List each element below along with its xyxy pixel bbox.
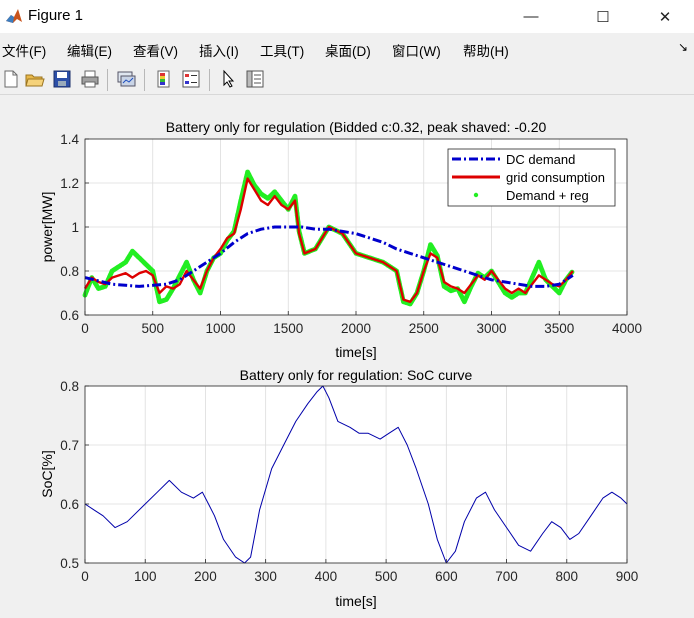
menu-tools[interactable]: 工具(T)	[260, 44, 305, 59]
figure-canvas: 0 500 1000 1500 2000 2500 3000 3500 4000 0.6 0.8 1 1…	[0, 96, 694, 613]
power-y-tick-label: 0.6	[60, 308, 79, 323]
soc-x-axis-label: time[s]	[335, 593, 376, 609]
power-x-tick-label: 500	[141, 321, 164, 336]
matlab-logo-icon	[6, 9, 22, 23]
dock-arrow-icon[interactable]: ↘	[677, 40, 688, 54]
soc-x-tick-label: 100	[134, 569, 157, 584]
power-x-tick-label: 2500	[409, 321, 439, 336]
soc-x-tick-label: 300	[254, 569, 277, 584]
link-plot-icon[interactable]	[116, 69, 136, 89]
soc-ticks: 0 100 200 300 400 500 600 700 800 900 0.5 0.6 0.7 0.8	[60, 379, 638, 584]
power-chart-title: Battery only for regulation (Bidded c:0.…	[166, 119, 547, 135]
legend-swatch-demand-reg	[473, 192, 479, 198]
series-dc-demand-line	[84, 225, 574, 288]
maximize-button[interactable]: ☐	[596, 8, 610, 26]
power-legend[interactable]: DC demand grid consumption Demand + reg	[447, 148, 616, 207]
minimize-button[interactable]: —	[523, 8, 539, 25]
toolbar-separator	[144, 69, 145, 91]
toolbar-separator	[107, 69, 108, 91]
new-figure-icon[interactable]	[1, 69, 21, 89]
menu-view[interactable]: 查看(V)	[133, 44, 178, 59]
toolbar-separator	[209, 69, 210, 91]
soc-plot-area	[85, 386, 627, 563]
power-y-tick-label: 0.8	[60, 264, 79, 279]
power-axes[interactable]: 0 500 1000 1500 2000 2500 3000 3500 4000 0.6 0.8 1 1…	[39, 119, 642, 360]
power-x-tick-label: 1000	[205, 321, 235, 336]
power-y-tick-label: 1.2	[60, 176, 79, 191]
power-x-tick-label: 0	[81, 321, 89, 336]
soc-x-tick-label: 800	[556, 569, 579, 584]
menu-edit[interactable]: 编辑(E)	[67, 44, 112, 59]
pointer-icon[interactable]	[218, 69, 238, 89]
soc-x-tick-label: 400	[315, 569, 338, 584]
power-x-tick-label: 1500	[273, 321, 303, 336]
soc-chart-title: Battery only for regulation: SoC curve	[240, 367, 473, 383]
power-x-tick-label: 3000	[476, 321, 506, 336]
series-soc-line	[84, 385, 628, 564]
legend-label-grid-consumption: grid consumption	[506, 170, 605, 185]
soc-x-tick-label: 0	[81, 569, 89, 584]
power-y-tick-label: 1.4	[60, 132, 79, 147]
soc-x-tick-label: 700	[495, 569, 518, 584]
legend-icon[interactable]	[181, 69, 201, 89]
close-button[interactable]: ✕	[658, 8, 672, 26]
soc-x-tick-label: 600	[435, 569, 458, 584]
soc-axes-box	[84, 385, 628, 564]
power-x-tick-label: 3500	[544, 321, 574, 336]
soc-y-tick-label: 0.5	[60, 556, 79, 571]
colorbar-icon[interactable]	[154, 69, 174, 89]
print-icon[interactable]	[80, 69, 100, 89]
power-x-tick-label: 4000	[612, 321, 642, 336]
window-titlebar: Figure 1 — ☐ ✕	[0, 0, 694, 33]
power-ticks: 0 500 1000 1500 2000 2500 3000 3500 4000 0.6 0.8 1 1…	[60, 132, 642, 336]
menu-window[interactable]: 窗口(W)	[392, 44, 441, 59]
soc-x-tick-label: 500	[375, 569, 398, 584]
menu-file[interactable]: 文件(F)	[2, 44, 47, 59]
legend-label-dc-demand: DC demand	[506, 152, 575, 167]
save-icon[interactable]	[52, 69, 72, 89]
soc-x-tick-label: 900	[616, 569, 639, 584]
soc-y-tick-label: 0.6	[60, 497, 79, 512]
property-editor-icon[interactable]	[245, 69, 265, 89]
legend-label-demand-reg: Demand + reg	[506, 188, 589, 203]
power-y-tick-label: 1	[71, 220, 79, 235]
power-x-axis-label: time[s]	[335, 344, 376, 360]
soc-y-axis-label: SoC[%]	[39, 450, 55, 497]
figure-svg: 0 500 1000 1500 2000 2500 3000 3500 40000.60.811…	[39, 119, 642, 609]
menu-insert[interactable]: 插入(I)	[199, 44, 239, 59]
soc-y-tick-label: 0.8	[60, 379, 79, 394]
menu-desktop[interactable]: 桌面(D)	[325, 44, 371, 59]
window-title: Figure 1	[28, 7, 84, 24]
toolbar	[0, 64, 694, 95]
menu-bar: 文件(F) 编辑(E) 查看(V) 插入(I) 工具(T) 桌面(D) 窗口(W…	[0, 36, 694, 62]
soc-y-tick-label: 0.7	[60, 438, 79, 453]
open-file-icon[interactable]	[25, 69, 45, 89]
soc-axes[interactable]: 0 100 200 300 400 500 600 700 800 900 0.5 0.6 0.7 0.8…	[39, 367, 638, 609]
menu-help[interactable]: 帮助(H)	[463, 44, 509, 59]
power-x-tick-label: 2000	[341, 321, 371, 336]
soc-x-tick-label: 200	[194, 569, 217, 584]
power-series	[82, 169, 575, 307]
power-y-axis-label: power[MW]	[39, 192, 55, 263]
soc-series	[84, 385, 628, 564]
